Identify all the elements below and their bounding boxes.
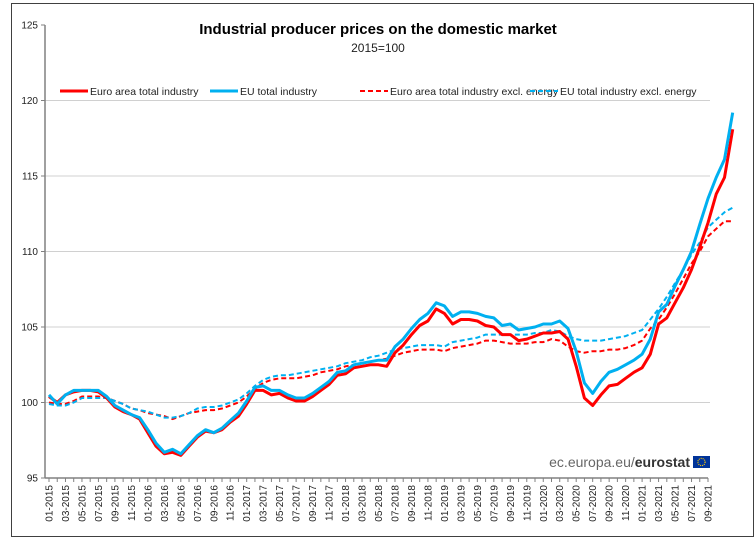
x-tick-label: 05-2017 — [275, 485, 286, 522]
x-tick-label: 09-2021 — [704, 485, 715, 522]
x-tick-label: 11-2017 — [325, 485, 336, 521]
chart-frame — [11, 3, 754, 537]
x-tick-label: 11-2019 — [522, 485, 533, 521]
y-tick-label: 95 — [27, 474, 39, 485]
x-tick-label: 07-2016 — [193, 485, 204, 522]
source-label: ec.europa.eu/eurostat — [549, 454, 710, 470]
svg-text:ec.europa.eu/eurostat: ec.europa.eu/eurostat — [549, 454, 690, 470]
x-tick-label: 09-2018 — [407, 485, 418, 522]
x-tick-label: 11-2015 — [127, 485, 138, 521]
legend-label: EU total industry — [240, 86, 318, 98]
x-tick-label: 09-2016 — [209, 485, 220, 522]
x-tick-label: 07-2017 — [292, 485, 303, 522]
x-tick-label: 05-2016 — [176, 485, 187, 522]
series-line-eu-total-industry — [47, 112, 735, 456]
y-tick-label: 110 — [22, 247, 38, 258]
eu-flag-icon — [693, 456, 710, 468]
x-tick-label: 09-2015 — [110, 485, 121, 522]
x-tick-label: 03-2020 — [555, 485, 566, 522]
x-tick-label: 09-2019 — [506, 485, 517, 522]
x-tick-label: 01-2019 — [440, 485, 451, 522]
source-eurostat: eurostat — [635, 454, 691, 470]
gridlines — [45, 100, 710, 403]
y-tick-label: 125 — [21, 21, 38, 32]
x-tick-label: 07-2021 — [687, 485, 698, 522]
x-tick-label: 07-2019 — [489, 485, 500, 522]
x-tick-label: 03-2018 — [358, 485, 369, 522]
x-tick-label: 07-2020 — [588, 485, 599, 522]
x-tick-label: 03-2015 — [61, 485, 72, 522]
x-tick-label: 03-2016 — [160, 485, 171, 522]
chart-title: Industrial producer prices on the domest… — [199, 21, 557, 38]
legend-label: Euro area total industry — [90, 86, 199, 98]
y-tick-label: 115 — [22, 172, 38, 183]
x-tick-label: 01-2021 — [638, 485, 649, 522]
series-line-eu-total-industry-excl-energy — [48, 206, 734, 419]
chart-subtitle: 2015=100 — [351, 41, 405, 55]
x-tick-label: 01-2018 — [341, 485, 352, 522]
x-tick-label: 11-2018 — [423, 485, 434, 521]
x-tick-label: 01-2017 — [242, 485, 253, 522]
x-tick-label: 03-2019 — [456, 485, 467, 522]
eu-stars-icon — [697, 457, 706, 467]
x-tick-label: 05-2018 — [374, 485, 385, 522]
source-prefix: ec.europa.eu/ — [549, 454, 635, 470]
x-tick-label: 01-2020 — [539, 485, 550, 522]
x-tick-label: 05-2015 — [77, 485, 88, 522]
y-tick-label: 100 — [21, 398, 38, 409]
x-tick-label: 11-2016 — [226, 485, 237, 521]
y-tick-label: 105 — [21, 323, 38, 334]
x-tick-label: 03-2017 — [259, 485, 270, 522]
series-lines — [47, 112, 735, 457]
legend-label: EU total industry excl. energy — [560, 86, 697, 98]
legend: Euro area total industry EU total industr… — [60, 86, 697, 98]
x-tick-label: 11-2020 — [621, 485, 632, 521]
x-tick-label: 07-2018 — [390, 485, 401, 522]
x-tick-label: 03-2021 — [654, 485, 665, 522]
series-line-euro-area-total-industry-excl-energy — [48, 220, 733, 421]
y-tick-label: 120 — [21, 96, 38, 107]
x-tick-label: 05-2021 — [671, 485, 682, 522]
series-line-euro-area-total-industry — [48, 128, 735, 457]
legend-label: Euro area total industry excl. energy — [390, 86, 559, 98]
x-tick-label: 09-2017 — [308, 485, 319, 522]
x-tick-label: 09-2020 — [605, 485, 616, 522]
axes: 95 100 105 110 115 120 125 01-2015 03-2015 05-201… — [21, 21, 714, 522]
x-tick-label: 05-2020 — [572, 485, 583, 522]
x-tick-label: 01-2016 — [143, 485, 154, 522]
x-tick-label: 07-2015 — [94, 485, 105, 522]
x-tick-label: 05-2019 — [473, 485, 484, 522]
x-tick-label: 01-2015 — [45, 485, 56, 522]
